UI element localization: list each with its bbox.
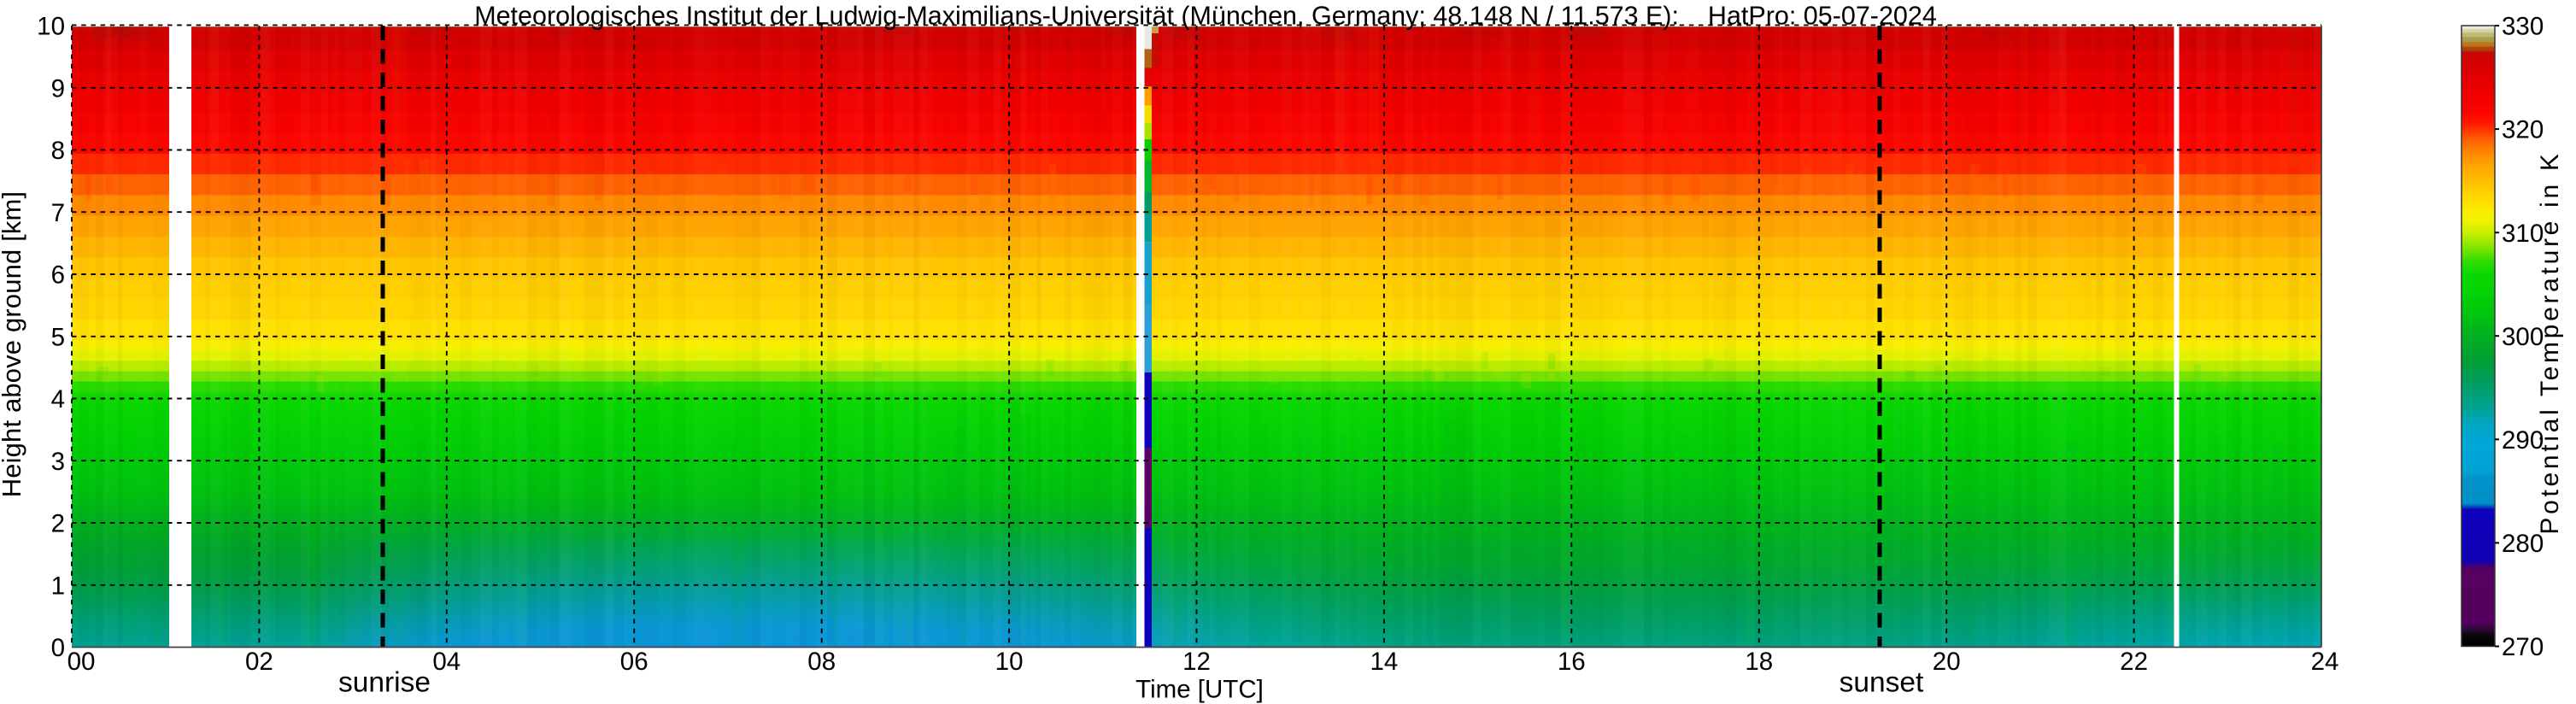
svg-text:2: 2 bbox=[51, 510, 65, 538]
svg-text:sunrise: sunrise bbox=[338, 667, 431, 699]
svg-text:00: 00 bbox=[67, 648, 96, 676]
svg-text:270: 270 bbox=[2502, 633, 2544, 661]
svg-text:4: 4 bbox=[51, 385, 65, 414]
svg-text:320: 320 bbox=[2502, 116, 2544, 144]
svg-text:02: 02 bbox=[245, 648, 273, 676]
svg-text:Time [UTC]: Time [UTC] bbox=[1135, 676, 1264, 704]
svg-text:8: 8 bbox=[51, 137, 65, 165]
svg-text:06: 06 bbox=[620, 648, 648, 676]
svg-text:3: 3 bbox=[51, 448, 65, 476]
svg-text:10: 10 bbox=[37, 13, 65, 41]
svg-text:24: 24 bbox=[2311, 648, 2339, 676]
svg-text:1: 1 bbox=[51, 572, 65, 600]
svg-text:280: 280 bbox=[2502, 530, 2544, 558]
svg-text:290: 290 bbox=[2502, 426, 2544, 455]
svg-text:5: 5 bbox=[51, 323, 65, 351]
svg-text:08: 08 bbox=[807, 648, 836, 676]
svg-text:10: 10 bbox=[995, 648, 1024, 676]
svg-text:7: 7 bbox=[51, 199, 65, 227]
svg-text:20: 20 bbox=[1933, 648, 1961, 676]
svg-text:12: 12 bbox=[1182, 648, 1211, 676]
svg-text:310: 310 bbox=[2502, 220, 2544, 248]
svg-text:sunset: sunset bbox=[1840, 667, 1924, 699]
svg-text:14: 14 bbox=[1370, 648, 1398, 676]
svg-text:Potential Temperature in K: Potential Temperature in K bbox=[2536, 150, 2564, 534]
svg-text:9: 9 bbox=[51, 74, 65, 103]
svg-text:Meteorologisches Institut der: Meteorologisches Institut der Ludwig-Max… bbox=[474, 2, 1937, 31]
svg-text:18: 18 bbox=[1745, 648, 1773, 676]
svg-text:300: 300 bbox=[2502, 323, 2544, 351]
svg-text:Height above ground [km]: Height above ground [km] bbox=[0, 191, 26, 498]
svg-text:04: 04 bbox=[432, 648, 461, 676]
svg-text:16: 16 bbox=[1558, 648, 1586, 676]
svg-text:22: 22 bbox=[2120, 648, 2148, 676]
svg-text:6: 6 bbox=[51, 261, 65, 290]
svg-text:330: 330 bbox=[2502, 13, 2544, 41]
svg-text:0: 0 bbox=[51, 634, 65, 662]
